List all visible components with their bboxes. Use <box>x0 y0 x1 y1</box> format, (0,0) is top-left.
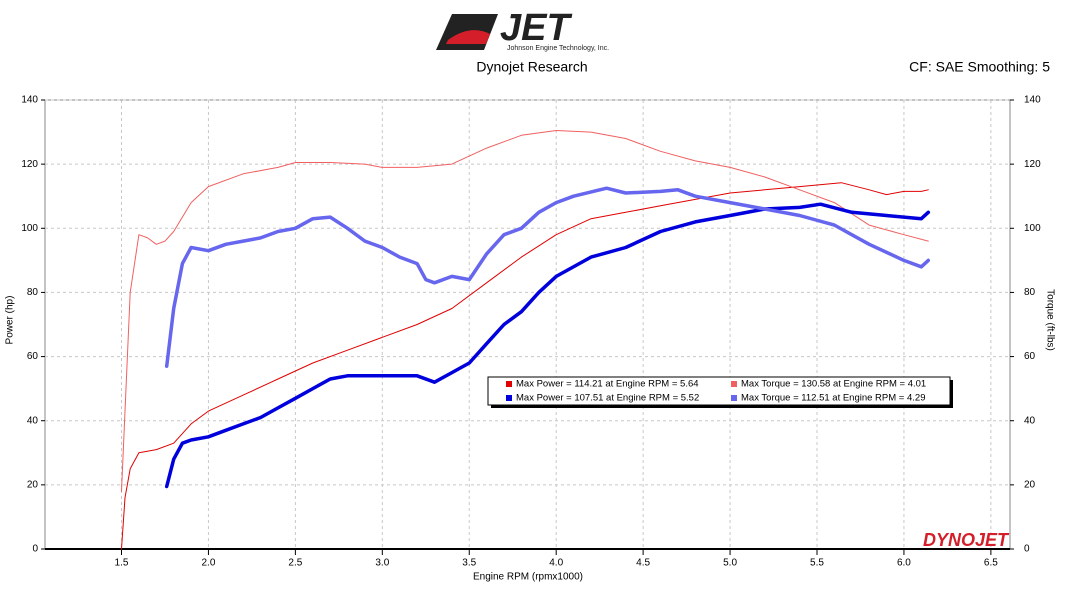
y2-tick-label: 40 <box>1024 415 1036 426</box>
y-tick-label: 60 <box>27 351 39 362</box>
y2-tick-label: 100 <box>1024 223 1041 234</box>
y-tick-label: 20 <box>27 479 39 490</box>
legend <box>487 376 951 406</box>
legend-label: Max Torque = 130.58 at Engine RPM = 4.01 <box>741 379 926 390</box>
legend-label: Max Power = 107.51 at Engine RPM = 5.52 <box>516 393 699 404</box>
x-axis-label: Engine RPM (rpmx1000) <box>473 572 583 583</box>
y2-axis-label: Torque (ft-lbs) <box>1044 289 1055 351</box>
series-line <box>164 186 931 368</box>
x-tick-label: 5.0 <box>723 558 737 569</box>
x-tick-label: 5.5 <box>810 558 824 569</box>
legend-swatch <box>506 381 512 387</box>
y-tick-label: 120 <box>21 159 38 170</box>
y2-tick-label: 60 <box>1024 351 1036 362</box>
watermark: DYNOJET <box>923 530 1010 550</box>
logo-subtitle: Johnson Engine Technology, Inc. <box>507 45 609 52</box>
y-axis-label: Power (hp) <box>5 296 16 345</box>
x-tick-label: 6.5 <box>984 558 998 569</box>
x-tick-label: 1.5 <box>115 558 129 569</box>
x-tick-label: 4.5 <box>636 558 650 569</box>
y-tick-label: 100 <box>21 223 38 234</box>
x-tick-label: 2.0 <box>201 558 215 569</box>
y-tick-label: 80 <box>27 287 39 298</box>
legend-swatch <box>506 395 512 401</box>
logo-text: JET <box>500 7 572 49</box>
logo-swoosh <box>446 30 490 44</box>
legend-label: Max Torque = 112.51 at Engine RPM = 4.29 <box>741 393 926 404</box>
x-tick-label: 6.0 <box>897 558 911 569</box>
legend-swatch <box>731 381 737 387</box>
x-tick-label: 4.0 <box>549 558 563 569</box>
y2-tick-label: 120 <box>1024 159 1041 170</box>
x-tick-label: 3.5 <box>462 558 476 569</box>
plot-area <box>44 99 1011 550</box>
logo: JET Johnson Engine Technology, Inc. <box>436 7 609 52</box>
y2-tick-label: 20 <box>1024 479 1036 490</box>
x-tick-label: 2.5 <box>288 558 302 569</box>
y-tick-label: 40 <box>27 415 39 426</box>
legend-swatch <box>731 395 737 401</box>
chart-title: Dynojet Research <box>476 59 587 75</box>
series-line <box>121 130 929 492</box>
chart-subtitle: CF: SAE Smoothing: 5 <box>909 59 1050 75</box>
legend-label: Max Power = 114.21 at Engine RPM = 5.64 <box>516 379 699 390</box>
y2-tick-label: 0 <box>1024 544 1030 555</box>
series-line <box>121 182 929 550</box>
y2-tick-label: 140 <box>1024 95 1041 106</box>
y-tick-label: 0 <box>32 544 38 555</box>
y-tick-label: 140 <box>21 95 38 106</box>
x-tick-label: 3.0 <box>375 558 389 569</box>
y2-tick-label: 80 <box>1024 287 1036 298</box>
